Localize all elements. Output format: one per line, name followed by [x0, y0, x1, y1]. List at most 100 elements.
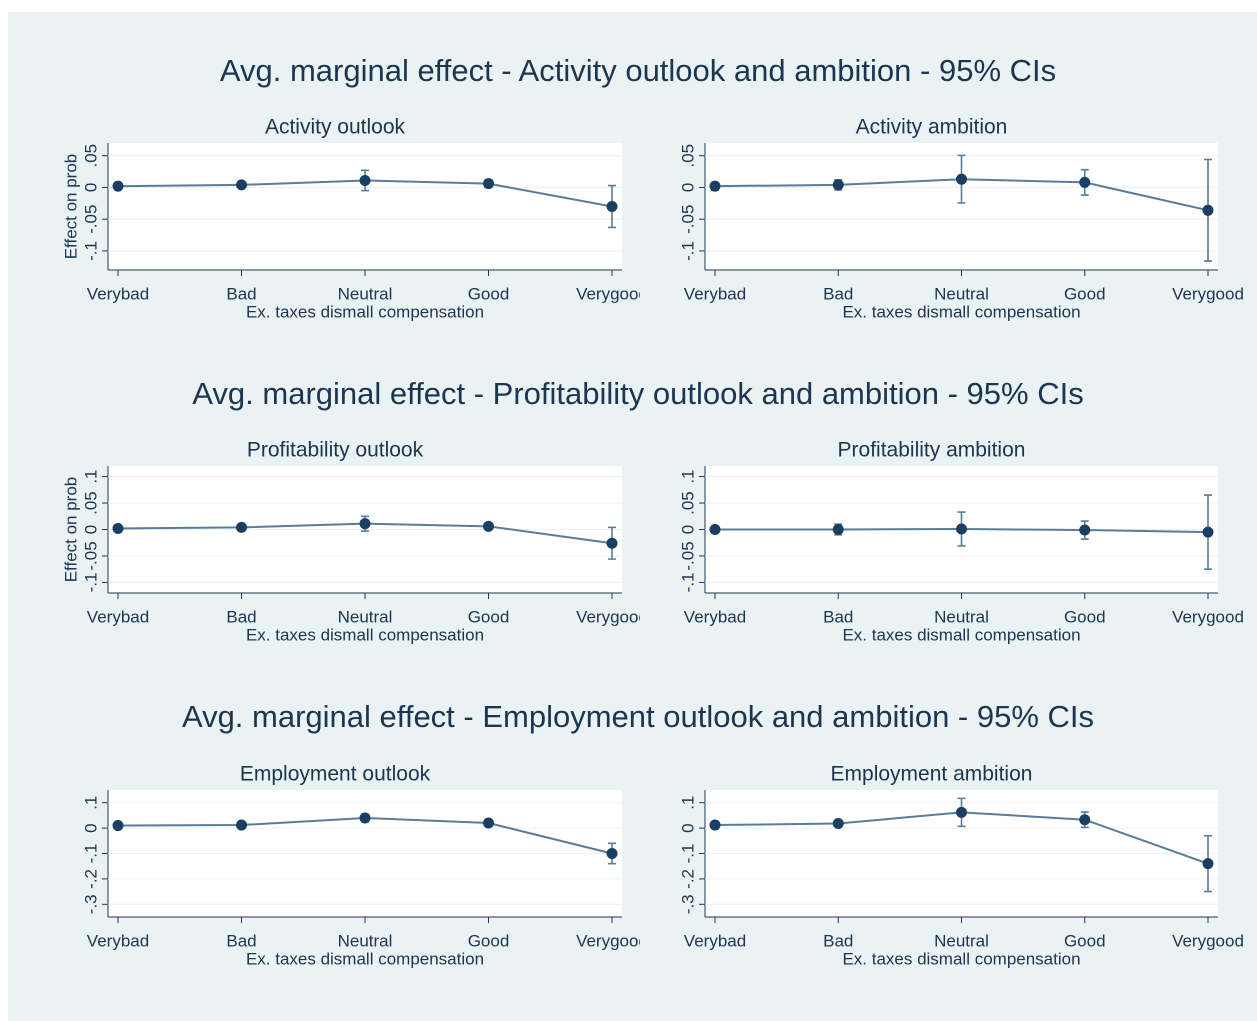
marker — [606, 537, 618, 549]
y-tick-label: -.1 — [678, 241, 697, 261]
x-axis-label: Ex. taxes dismall compensation — [246, 949, 484, 968]
y-tick-label: -.3 — [81, 894, 100, 914]
marker — [1079, 524, 1091, 536]
subplot: Employment ambition -.3 -.2 -.1 0 .1 Verybad Ba… — [678, 763, 1243, 969]
marker — [1202, 526, 1214, 538]
y-tick-label: -.1 — [678, 572, 697, 592]
marker — [236, 179, 247, 191]
subplot-title: Employment ambition — [831, 763, 1033, 786]
subplot-title: Profitability outlook — [247, 439, 424, 462]
x-tick-label: Verygood — [1172, 931, 1244, 950]
x-axis-label: Ex. taxes dismall compensation — [246, 302, 484, 321]
y-tick-label: -.1 — [81, 572, 100, 592]
x-tick-label: Verybad — [684, 931, 746, 950]
marker — [112, 180, 124, 192]
x-tick-label: Verybad — [87, 284, 149, 303]
y-tick-label: 0 — [678, 525, 697, 534]
subplot: Activity ambition -.1 -.05 0 .05 Verybad Bad Ne… — [678, 116, 1243, 322]
marker — [1202, 858, 1214, 870]
y-tick-label: -.05 — [678, 541, 697, 570]
x-tick-label: Neutral — [934, 607, 989, 626]
marker — [1079, 814, 1091, 826]
x-axis-label: Ex. taxes dismall compensation — [246, 625, 484, 644]
marker — [483, 817, 494, 829]
y-tick-label: .1 — [81, 796, 100, 810]
marker — [956, 523, 967, 535]
x-axis-label: Ex. taxes dismall compensation — [842, 949, 1080, 968]
marker — [236, 819, 247, 831]
x-tick-label: Verygood — [576, 607, 648, 626]
x-tick-label: Verygood — [576, 931, 648, 950]
x-tick-label: Neutral — [338, 284, 393, 303]
y-tick-label: -.05 — [81, 205, 100, 234]
marker — [359, 812, 371, 824]
x-tick-label: Verybad — [684, 607, 746, 626]
marker — [1079, 176, 1091, 188]
group-title: Avg. marginal effect - Activity outlook … — [220, 53, 1056, 88]
marker — [112, 820, 124, 832]
marker — [606, 201, 618, 212]
x-tick-label: Neutral — [338, 607, 393, 626]
marker — [483, 520, 494, 532]
y-tick-label: 0 — [81, 525, 100, 534]
x-tick-label: Verybad — [87, 931, 149, 950]
subplot-title: Activity ambition — [856, 116, 1008, 139]
x-tick-label: Verygood — [1172, 284, 1244, 303]
y-tick-label: -.2 — [81, 869, 100, 889]
subplot: Profitability outlook -.1 -.05 0 .05 .1 Veryba… — [61, 439, 648, 645]
group-title: Avg. marginal effect - Employment outloo… — [182, 699, 1094, 734]
y-tick-label: 0 — [678, 183, 697, 192]
x-tick-label: Bad — [226, 931, 256, 950]
x-tick-label: Verygood — [576, 284, 648, 303]
marker — [359, 174, 371, 186]
marker — [483, 178, 494, 190]
marker — [709, 180, 721, 192]
y-tick-label: -.05 — [678, 205, 697, 234]
x-tick-label: Bad — [226, 284, 256, 303]
y-tick-label: 0 — [81, 183, 100, 192]
group-title: Avg. marginal effect - Profitability out… — [192, 376, 1083, 411]
marker — [956, 173, 967, 185]
subplot: Profitability ambition -.1 -.05 0 .05 .1 Veryb… — [678, 439, 1243, 645]
y-axis-label: Effect on prob — [61, 154, 80, 260]
marker — [359, 518, 371, 530]
y-tick-label: -.1 — [678, 844, 697, 864]
marker — [606, 848, 618, 859]
x-tick-label: Neutral — [934, 284, 989, 303]
subplot-title: Activity outlook — [265, 116, 406, 139]
x-axis-label: Ex. taxes dismall compensation — [842, 302, 1080, 321]
y-tick-label: .05 — [678, 144, 697, 168]
y-tick-label: -.1 — [81, 241, 100, 261]
x-tick-label: Good — [468, 284, 510, 303]
x-tick-label: Bad — [823, 284, 853, 303]
y-tick-label: 0 — [678, 823, 697, 832]
y-tick-label: .05 — [678, 491, 697, 515]
y-axis-label: Effect on prob — [61, 477, 80, 583]
marker — [112, 522, 124, 534]
plot-area — [108, 143, 622, 270]
marker — [236, 521, 247, 533]
subplot: Employment outlook -.3 -.2 -.1 0 .1 Verybad Bad… — [81, 763, 648, 969]
y-tick-label: 0 — [81, 823, 100, 832]
marker — [709, 819, 721, 831]
x-tick-label: Neutral — [338, 931, 393, 950]
marker — [956, 806, 967, 818]
marker — [1202, 204, 1214, 216]
y-tick-label: -.3 — [678, 894, 697, 914]
y-tick-label: .1 — [81, 469, 100, 483]
subplot: Activity outlook -.1 -.05 0 .05 Verybad Bad Neu… — [61, 116, 648, 322]
x-tick-label: Good — [468, 607, 510, 626]
marker — [832, 524, 844, 535]
x-tick-label: Verybad — [87, 607, 149, 626]
x-tick-label: Neutral — [934, 931, 989, 950]
marker — [832, 818, 844, 830]
y-tick-label: .05 — [81, 491, 100, 515]
x-tick-label: Bad — [823, 607, 853, 626]
y-tick-label: .1 — [678, 469, 697, 483]
x-tick-label: Good — [1064, 284, 1106, 303]
x-tick-label: Good — [1064, 607, 1106, 626]
x-tick-label: Verygood — [1172, 607, 1244, 626]
x-tick-label: Good — [1064, 931, 1106, 950]
subplot-title: Profitability ambition — [838, 439, 1026, 462]
